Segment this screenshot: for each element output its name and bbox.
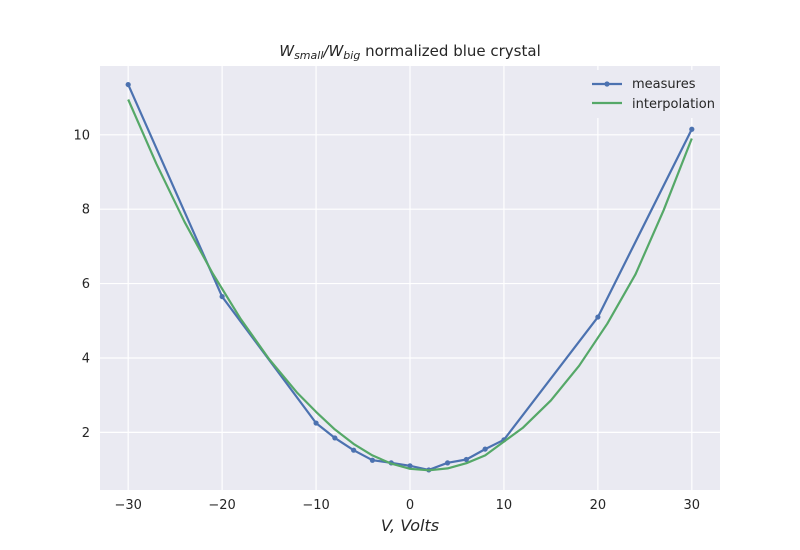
y-tick-label: 10 <box>73 128 90 143</box>
legend-measures-label: measures <box>632 77 696 92</box>
x-tick-label: 30 <box>684 498 701 513</box>
data-point-measures <box>407 463 413 469</box>
data-point-measures <box>369 457 376 463</box>
data-point-measures <box>219 293 225 300</box>
x-tick-label: 10 <box>496 498 513 513</box>
title-rest: normalized blue crystal <box>360 42 540 60</box>
legend-measures-marker <box>604 81 610 87</box>
x-tick-label: −20 <box>208 498 235 513</box>
y-tick-label: 8 <box>82 203 90 218</box>
data-point-measures <box>125 81 131 88</box>
x-tick-label: −30 <box>114 498 141 513</box>
y-tick-label: 6 <box>82 277 90 292</box>
x-axis-label: V, Volts <box>381 516 439 535</box>
data-point-measures <box>595 314 601 320</box>
data-point-measures <box>444 460 451 466</box>
x-axis-ticks: −30 −20 −10 0 10 20 30 <box>114 498 700 513</box>
data-point-measures <box>463 456 469 463</box>
title-separator: /W <box>321 42 344 60</box>
legend-frame <box>584 70 712 118</box>
data-point-measures <box>689 126 695 132</box>
series-layer <box>125 81 695 473</box>
title-sub-big: big <box>343 49 360 62</box>
chart-title: Wsmall/Wbig normalized blue crystal <box>279 42 541 62</box>
title-w: W <box>279 42 295 60</box>
legend-interpolation-label: interpolation <box>632 97 715 112</box>
legend: measures interpolation <box>584 70 715 118</box>
x-tick-label: −10 <box>302 498 329 513</box>
data-point-measures <box>351 447 357 453</box>
title-sub-small: small <box>294 49 323 62</box>
x-tick-label: 0 <box>406 498 414 513</box>
data-point-measures <box>313 420 319 426</box>
y-tick-label: 2 <box>82 426 90 441</box>
data-point-measures <box>332 435 338 441</box>
data-point-measures <box>482 446 488 452</box>
y-tick-label: 4 <box>82 351 90 366</box>
x-tick-label: 20 <box>590 498 607 513</box>
y-axis-ticks: 2 4 6 8 10 <box>73 128 90 441</box>
grid <box>100 66 720 490</box>
series-line-interpolation <box>127 99 693 472</box>
